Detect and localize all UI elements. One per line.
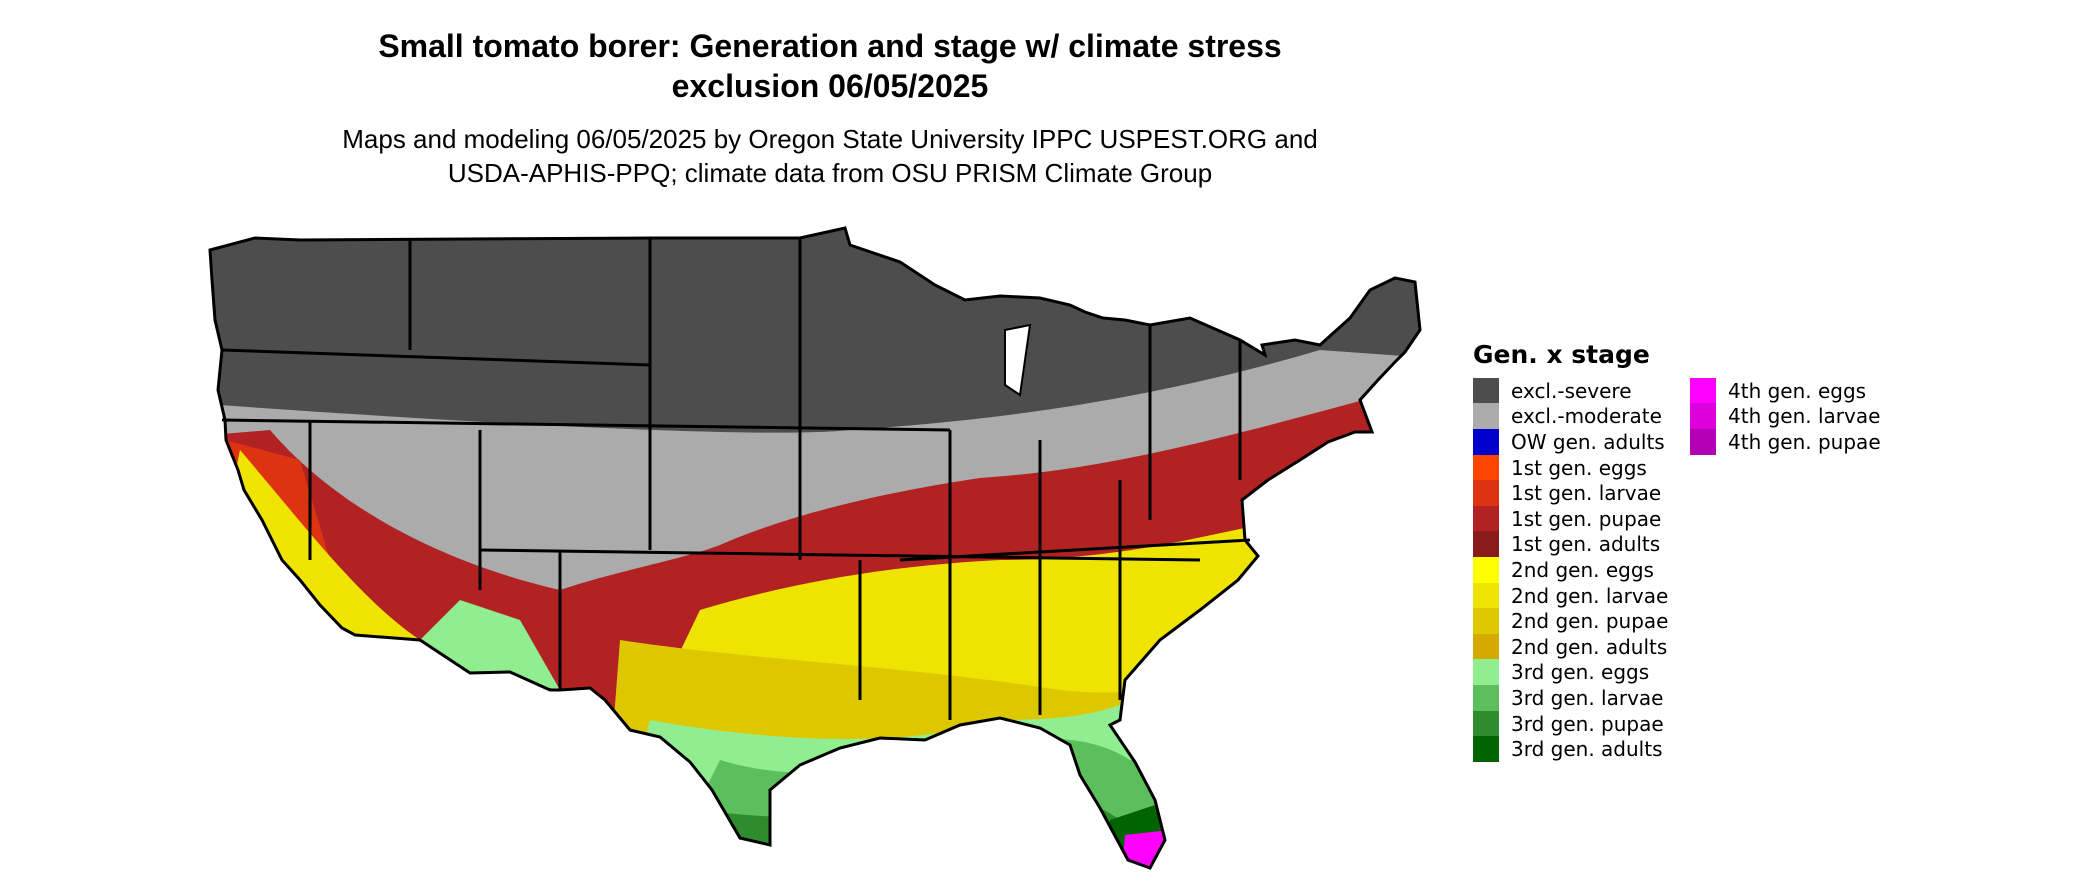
legend-swatch — [1473, 608, 1499, 635]
legend-swatch — [1473, 480, 1499, 507]
legend-swatch — [1473, 428, 1499, 455]
legend-item: 3rd gen. pupae — [1473, 710, 1668, 737]
legend-label: excl.-severe — [1511, 378, 1632, 403]
legend-item: 2nd gen. pupae — [1473, 608, 1669, 635]
legend-item: 2nd gen. adults — [1473, 633, 1668, 660]
state-borders — [221, 238, 1251, 720]
legend-label: 2nd gen. larvae — [1511, 583, 1669, 608]
legend-swatch — [1473, 377, 1499, 404]
legend-swatch — [1473, 556, 1499, 583]
legend-item: excl.-severe — [1473, 377, 1668, 404]
legend-swatch — [1473, 710, 1499, 737]
legend-item: 4th gen. larvae — [1690, 403, 1881, 430]
legend-label: 4th gen. larvae — [1728, 404, 1881, 429]
map-subtitle-line2: USDA-APHIS-PPQ; climate data from OSU PR… — [447, 158, 1213, 188]
legend-swatch — [1473, 403, 1499, 430]
legend-label: 2nd gen. adults — [1511, 634, 1668, 659]
legend-label: 1st gen. pupae — [1511, 506, 1662, 531]
legend-label: 2nd gen. eggs — [1511, 557, 1654, 582]
legend-swatch — [1473, 684, 1499, 711]
legend-swatch — [1473, 505, 1499, 532]
legend-label: 4th gen. pupae — [1728, 429, 1881, 454]
legend-swatch — [1473, 582, 1499, 609]
legend-label: 1st gen. eggs — [1511, 455, 1647, 480]
legend-swatch — [1473, 531, 1499, 558]
legend-swatch — [1473, 659, 1499, 686]
legend-label: 3rd gen. eggs — [1511, 660, 1650, 685]
legend-swatch — [1473, 736, 1499, 763]
legend-label: 1st gen. adults — [1511, 532, 1661, 557]
legend-label: 4th gen. eggs — [1728, 378, 1867, 403]
legend-item: 3rd gen. eggs — [1473, 659, 1668, 686]
legend-item: 1st gen. larvae — [1473, 480, 1668, 507]
legend-label: excl.-moderate — [1511, 404, 1662, 429]
legend-item: 4th gen. pupae — [1690, 428, 1881, 455]
legend-label: 2nd gen. pupae — [1511, 609, 1669, 634]
legend-item: 3rd gen. larvae — [1473, 684, 1668, 711]
legend-column-1: excl.-severe excl.-moderate OW gen. adults… — [1473, 377, 1669, 763]
legend-swatch — [1690, 428, 1716, 455]
legend-item: 4th gen. eggs — [1690, 377, 1881, 404]
legend-item: 1st gen. pupae — [1473, 505, 1668, 532]
legend-item: 3rd gen. adults — [1473, 736, 1668, 763]
legend-label: 3rd gen. larvae — [1511, 685, 1664, 710]
legend-item: 1st gen. adults — [1473, 531, 1668, 558]
legend-column-2: 4th gen. eggs 4th gen. larvae 4th gen. pup… — [1690, 377, 1881, 455]
legend-label: 3rd gen. adults — [1511, 737, 1663, 762]
legend-swatch — [1473, 633, 1499, 660]
legend-label: OW gen. adults — [1511, 429, 1665, 454]
legend-item: OW gen. adults — [1473, 428, 1668, 455]
legend-item: 2nd gen. larvae — [1473, 582, 1669, 609]
legend-swatch — [1473, 454, 1499, 481]
lake-michigan — [1004, 323, 1032, 397]
map-title-line2: exclusion 06/05/2025 — [671, 68, 989, 104]
map-subtitle-line1: Maps and modeling 06/05/2025 by Oregon S… — [342, 124, 1318, 154]
legend-item: 2nd gen. eggs — [1473, 556, 1668, 583]
legend-title: Gen. x stage — [1473, 340, 1650, 369]
legend-swatch — [1690, 403, 1716, 430]
legend-swatch — [1690, 377, 1716, 404]
legend-label: 3rd gen. pupae — [1511, 711, 1664, 736]
map-title-line1: Small tomato borer: Generation and stage… — [378, 28, 1282, 64]
us-map — [208, 226, 1422, 870]
legend-item: excl.-moderate — [1473, 403, 1668, 430]
legend-item: 1st gen. eggs — [1473, 454, 1668, 481]
legend-label: 1st gen. larvae — [1511, 481, 1662, 506]
